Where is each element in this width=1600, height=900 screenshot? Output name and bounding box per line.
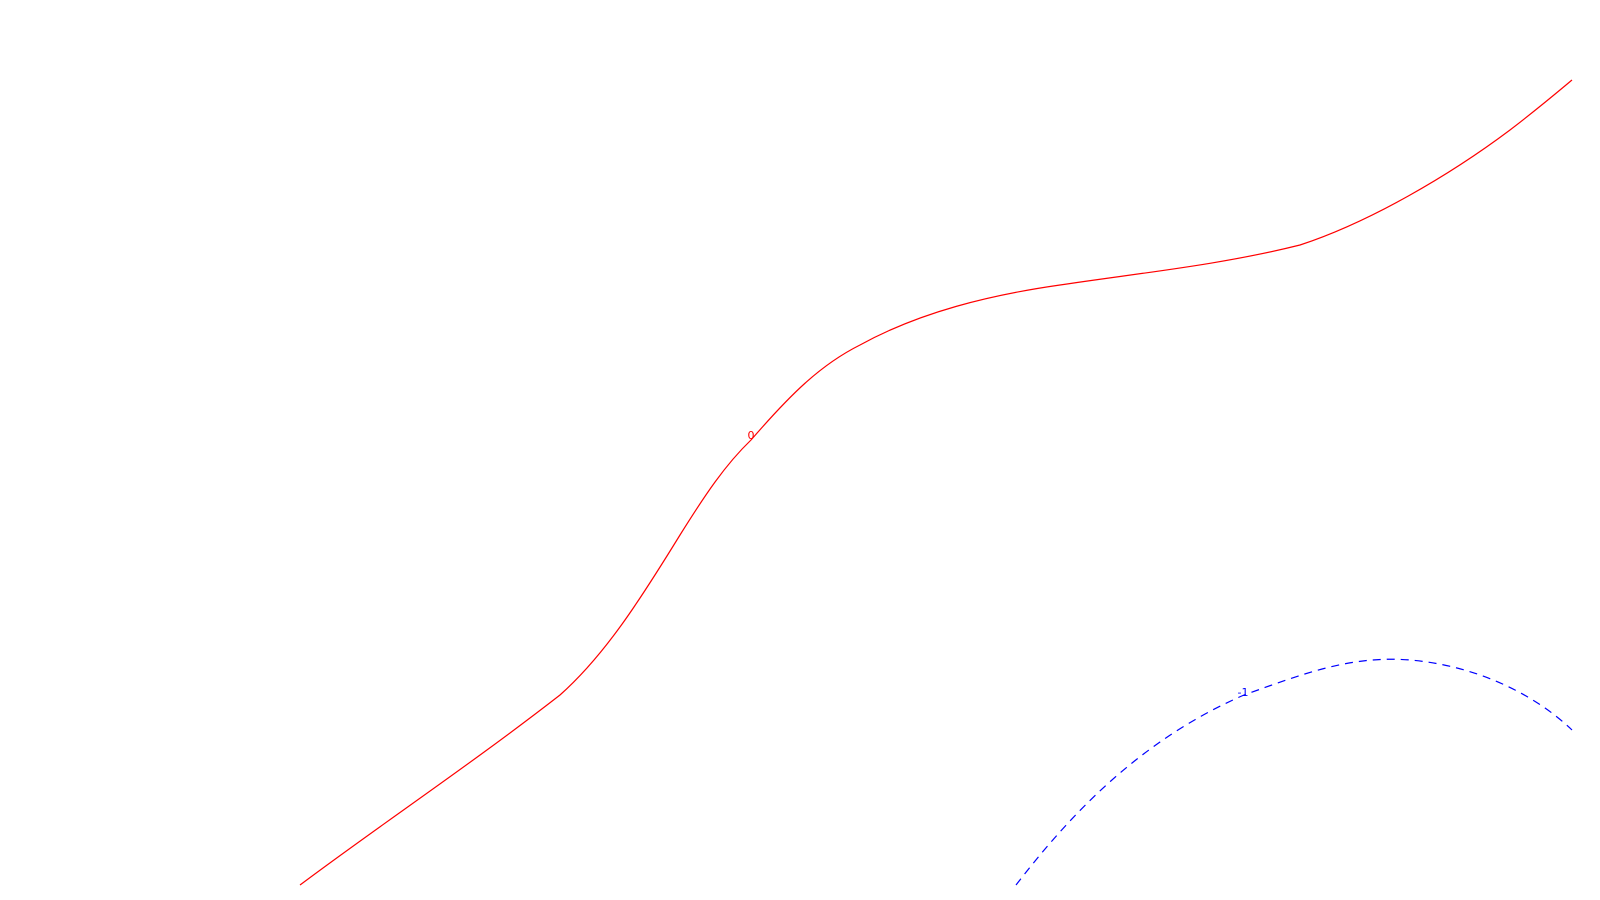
contour-label-level-0: 0 [748,429,755,442]
contour-line-level-0 [299,79,1573,886]
contour-line-level-neg1 [1015,658,1573,886]
contour-label-level-neg1: -1 [1238,686,1249,699]
